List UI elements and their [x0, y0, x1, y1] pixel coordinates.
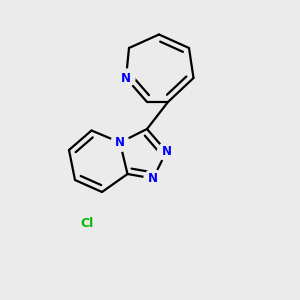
Circle shape	[74, 211, 100, 236]
Circle shape	[158, 142, 175, 160]
Text: N: N	[115, 136, 125, 149]
Circle shape	[111, 134, 129, 152]
Text: Cl: Cl	[80, 217, 94, 230]
Text: N: N	[148, 172, 158, 185]
Circle shape	[117, 69, 135, 87]
Text: N: N	[121, 71, 131, 85]
Circle shape	[144, 169, 162, 188]
Text: N: N	[161, 145, 172, 158]
